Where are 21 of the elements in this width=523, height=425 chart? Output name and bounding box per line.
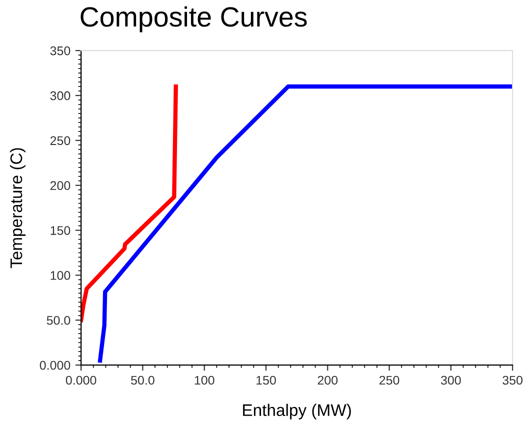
x-axis-title: Enthalpy (MW): [243, 404, 351, 420]
line-series: [81, 84, 178, 322]
y-axis-title: Temperature (C): [10, 148, 26, 268]
y-tick-label: 250: [50, 136, 70, 146]
x-tick-label: 250: [379, 376, 400, 385]
x-tick-label: 100: [194, 376, 214, 385]
y-tick-label: 350: [50, 46, 70, 56]
x-tick-label: 200: [318, 376, 338, 385]
x-tick-label: 300: [440, 376, 461, 385]
y-tick-label: 100: [50, 271, 70, 280]
x-tick-label: 0.000: [66, 376, 96, 385]
x-tick-label: 150: [256, 376, 276, 385]
y-tick-label: 200: [50, 181, 70, 190]
y-tick-label: 150: [50, 226, 70, 235]
x-tick-label: 50.0: [131, 376, 154, 385]
chart-title: Composite Curves: [80, 6, 307, 32]
y-tick-label: 50.0: [46, 316, 70, 325]
line-series: [98, 84, 513, 363]
y-tick-label: 300: [50, 91, 70, 100]
x-tick-label: 350: [502, 376, 522, 385]
y-tick-label: 0.000: [40, 360, 70, 370]
